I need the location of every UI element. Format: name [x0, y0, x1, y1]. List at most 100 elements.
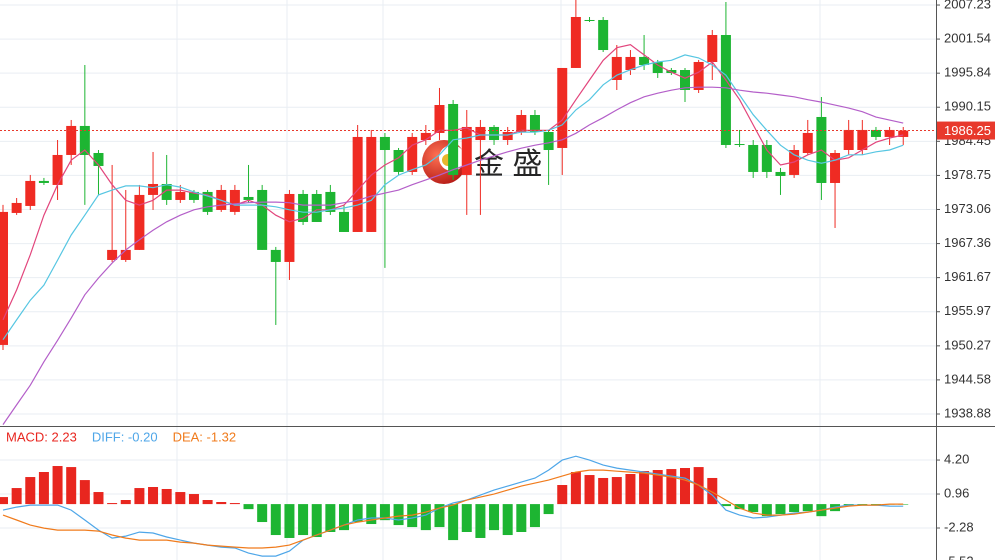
macd-bar: [11, 488, 22, 505]
candle-body: [570, 16, 581, 68]
macd-bar: [639, 471, 650, 505]
macd-bar: [720, 504, 731, 507]
candle-body: [843, 129, 854, 151]
macd-bar: [393, 504, 404, 526]
macd-bar: [529, 504, 540, 528]
candle-body: [707, 35, 718, 62]
macd-bar: [311, 504, 322, 538]
macd-bar: [107, 503, 118, 505]
macd-bar: [270, 504, 281, 536]
macd-bar: [707, 477, 718, 505]
macd-bar: [870, 504, 881, 505]
axis: 2007.232001.541995.841990.151984.451978.…: [6, 0, 995, 560]
y-tick-label: 1944.58: [944, 371, 991, 386]
candle-body: [257, 189, 268, 250]
candle-body: [379, 136, 390, 151]
macd-bar: [543, 504, 554, 515]
candle-body: [202, 191, 213, 212]
macd-bar: [461, 504, 472, 532]
macd-bar: [611, 477, 622, 505]
macd-bar: [598, 477, 609, 505]
y-tick-label: 1978.75: [944, 167, 991, 182]
candle-body: [93, 152, 104, 166]
macd-bar: [148, 487, 159, 505]
marks: [0, 0, 936, 557]
candle-body: [243, 196, 254, 200]
y-tick-label: 4.20: [944, 451, 969, 466]
candle-body: [120, 249, 131, 260]
macd-bar: [366, 504, 377, 525]
candle-body: [38, 180, 49, 183]
candle-body: [311, 193, 322, 222]
candle-body: [775, 171, 786, 176]
candle-body: [161, 183, 172, 200]
macd-line: [2, 469, 904, 549]
y-tick-label: 1973.06: [944, 201, 991, 216]
y-tick-label: 1955.97: [944, 303, 991, 318]
candle-body: [0, 211, 8, 345]
candle-body: [870, 129, 881, 137]
candle-body: [134, 194, 145, 250]
macd-bar: [325, 504, 336, 532]
candle-body: [188, 191, 199, 200]
candle-body: [652, 61, 663, 73]
candle-body: [884, 129, 895, 137]
macd-bar: [748, 504, 759, 513]
y-tick-label: -2.28: [944, 519, 974, 534]
candle-body: [175, 191, 186, 200]
macd-bar: [38, 472, 49, 505]
macd-bar: [789, 504, 800, 513]
candle-body: [148, 183, 159, 195]
macd-bar: [243, 504, 254, 510]
macd-bar: [516, 504, 527, 532]
candle-body: [393, 150, 404, 172]
macd-bar: [898, 504, 909, 505]
y-tick-label: -5.52: [944, 553, 974, 560]
macd-bar: [652, 470, 663, 505]
candle-body: [420, 132, 431, 141]
macd-bar: [857, 504, 868, 505]
candle-body: [107, 249, 118, 260]
candle-body: [680, 70, 690, 90]
macd-bar: [66, 467, 77, 505]
macd-bar: [175, 492, 186, 505]
candle-body: [434, 105, 445, 133]
macd-bar: [284, 504, 295, 538]
macd-bar: [229, 503, 240, 505]
macd-bar: [188, 494, 199, 505]
macd-bar: [216, 502, 227, 505]
macd-bar: [52, 466, 63, 505]
candle-body: [693, 61, 704, 90]
candle-body: [529, 115, 540, 132]
last-price-label: 1986.25: [944, 123, 991, 138]
candle-body: [639, 56, 650, 65]
macd-bar: [434, 504, 445, 528]
macd-bar: [680, 468, 690, 505]
y-tick-label: 2007.23: [944, 0, 991, 11]
macd-bar: [298, 504, 309, 536]
macd-bar: [557, 485, 568, 505]
candle-body: [461, 126, 472, 175]
candle-body: [79, 125, 90, 155]
macd-bar: [257, 504, 268, 523]
legend-label: MACD: 2.23: [6, 429, 77, 444]
macd-bar: [502, 504, 513, 536]
macd-bar: [625, 473, 636, 505]
candle-body: [598, 19, 609, 51]
y-tick-label: 1950.27: [944, 337, 991, 352]
macd-bar: [161, 488, 172, 505]
candle-body: [11, 202, 22, 213]
candle-body: [720, 35, 731, 145]
candle-body: [557, 67, 568, 148]
candle-body: [366, 136, 377, 232]
y-tick-label: 2001.54: [944, 31, 991, 46]
macd-bar: [570, 472, 581, 505]
macd-bar: [734, 504, 745, 510]
candle-body: [52, 154, 63, 185]
macd-bar: [79, 480, 90, 505]
candle-body: [502, 131, 513, 141]
macd-bar: [339, 504, 349, 531]
candle-body: [830, 152, 841, 183]
macd-bar: [120, 500, 131, 505]
candle-body: [339, 211, 349, 232]
